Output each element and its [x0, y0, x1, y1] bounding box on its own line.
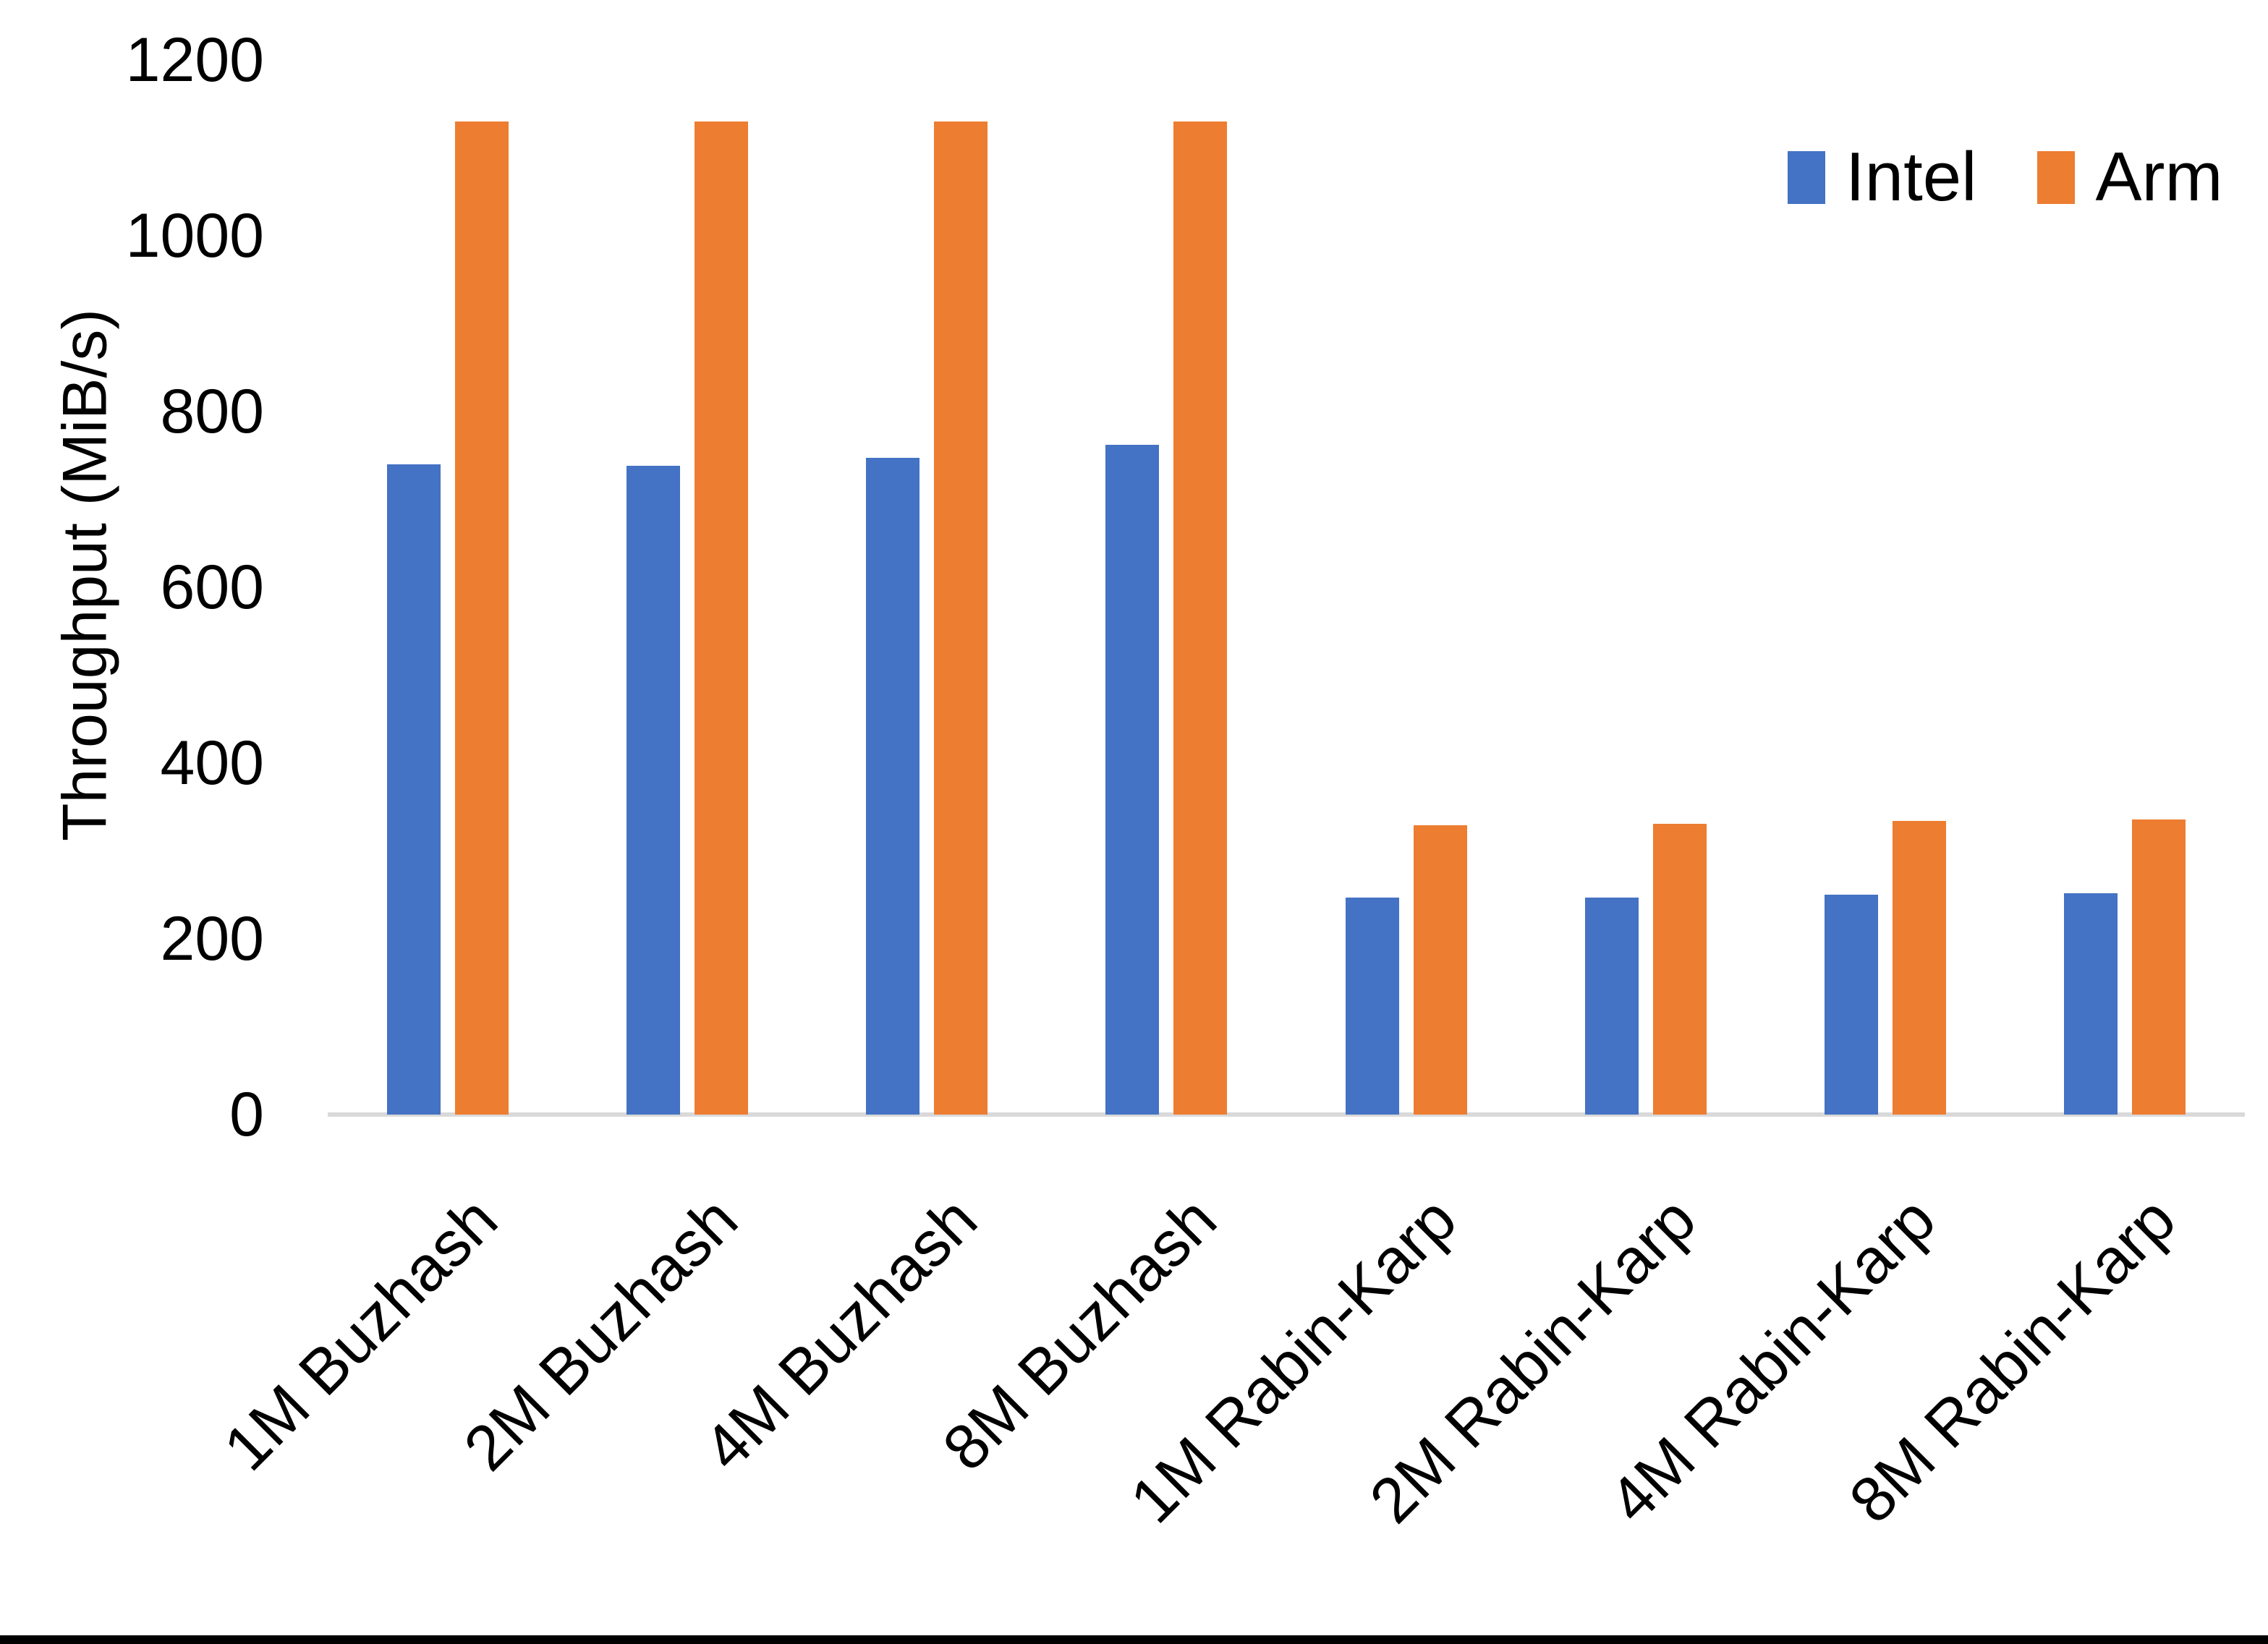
intel-bar-8m-buzhash	[1105, 445, 1160, 1115]
arm-bar-2m-rabin-karp	[1652, 823, 1707, 1115]
y-tick-label-1200: 1200	[125, 25, 264, 95]
y-tick-label-800: 800	[160, 377, 265, 446]
intel-series-swatch	[1788, 150, 1825, 204]
y-tick-label-400: 400	[160, 728, 265, 798]
y-tick-label-600: 600	[160, 553, 265, 622]
arm-bar-4m-buzhash	[934, 122, 988, 1115]
arm-bar-1m-buzhash	[454, 122, 509, 1115]
intel-bar-1m-rabin-karp	[1345, 897, 1399, 1115]
x-axis-line	[328, 1112, 2245, 1117]
screenshot-bottom-border	[0, 1635, 2268, 1644]
y-tick-label-1000: 1000	[125, 201, 264, 271]
arm-bar-1m-rabin-karp	[1413, 825, 1467, 1115]
arm-bar-2m-buzhash	[694, 122, 748, 1115]
intel-bar-4m-buzhash	[866, 458, 920, 1115]
y-tick-label-200: 200	[160, 904, 265, 974]
arm-bar-4m-rabin-karp	[1893, 821, 1947, 1115]
intel-bar-2m-buzhash	[626, 466, 680, 1115]
intel-series-label: Intel	[1846, 138, 1977, 216]
intel-bar-1m-buzhash	[386, 464, 441, 1115]
intel-bar-4m-rabin-karp	[1825, 895, 1879, 1115]
legend-item-arm: Arm	[2037, 142, 2222, 212]
arm-bar-8m-rabin-karp	[2132, 819, 2186, 1115]
intel-bar-8m-rabin-karp	[2064, 893, 2118, 1115]
legend: Intel Arm	[1788, 142, 2222, 212]
arm-series-label: Arm	[2095, 138, 2223, 216]
intel-bar-2m-rabin-karp	[1584, 897, 1639, 1115]
y-tick-label-0: 0	[229, 1080, 264, 1149]
legend-item-intel: Intel	[1788, 142, 1976, 212]
arm-bar-8m-buzhash	[1173, 122, 1228, 1115]
arm-series-swatch	[2037, 150, 2076, 204]
